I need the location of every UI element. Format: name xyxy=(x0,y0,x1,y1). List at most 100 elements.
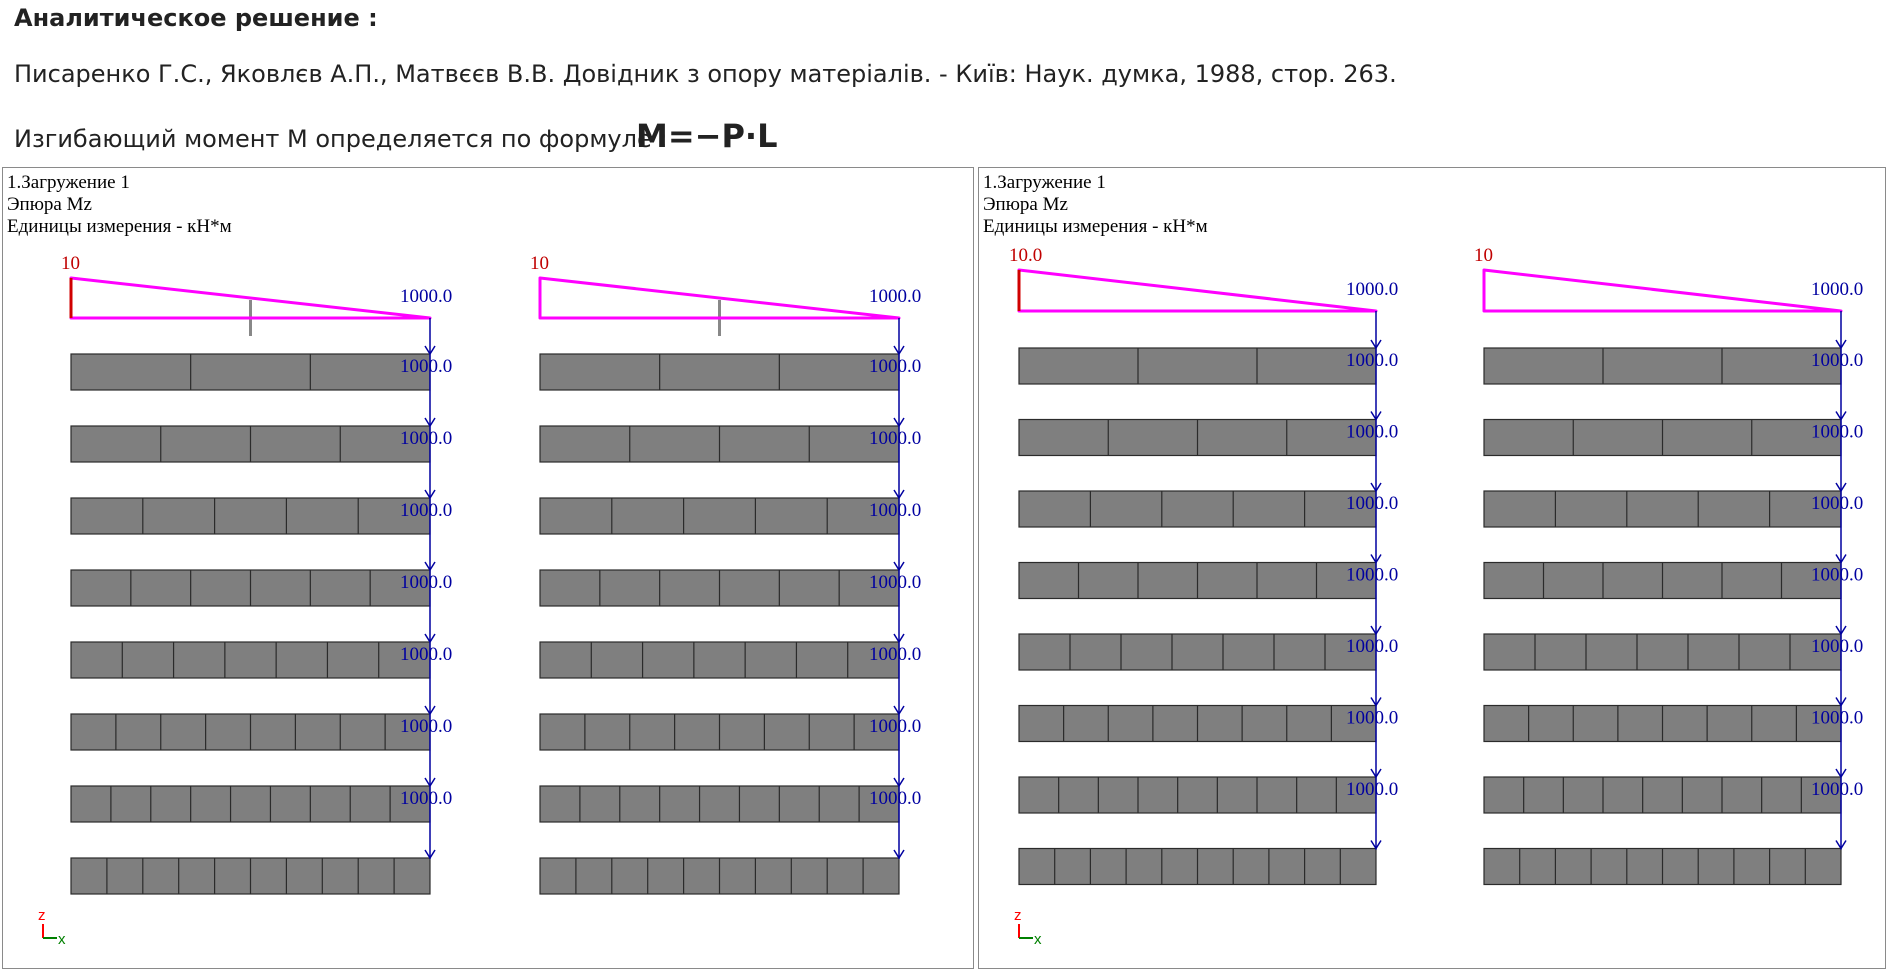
load-value-label: 1000.0 xyxy=(1811,350,1863,371)
load-arrow xyxy=(1370,411,1382,421)
beam-element xyxy=(539,785,900,823)
load-arrow xyxy=(893,489,905,500)
load-value-label: 1000.0 xyxy=(1811,565,1863,586)
epure-start-label: 10 xyxy=(61,253,80,274)
load-arrow xyxy=(893,345,905,356)
load-value-label: 1000.0 xyxy=(400,716,452,737)
load-arrow xyxy=(424,345,436,356)
epure-end-label: 1000.0 xyxy=(400,286,452,307)
load-arrow xyxy=(893,633,905,644)
reference-text: Писаренко Г.С., Яковлєв А.П., Матвєєв В.… xyxy=(14,60,1397,88)
load-value-label: 1000.0 xyxy=(400,428,452,449)
load-value-label: 1000.0 xyxy=(400,500,452,521)
load-arrow xyxy=(1370,625,1382,636)
load-arrow xyxy=(1370,482,1382,493)
beam-element xyxy=(1483,347,1842,385)
load-arrow xyxy=(1370,697,1382,707)
load-arrow xyxy=(424,417,436,428)
moment-epure xyxy=(538,276,901,320)
load-arrow xyxy=(424,561,436,572)
moment-epure xyxy=(1482,268,1843,313)
load-value-label: 1000.0 xyxy=(869,500,921,521)
load-arrow xyxy=(1835,554,1847,564)
beam-element xyxy=(1483,633,1842,671)
axis-x-label: x xyxy=(58,931,66,948)
epure-end-label: 1000.0 xyxy=(1346,279,1398,300)
formula: M=−P·L xyxy=(636,117,778,155)
load-arrow xyxy=(424,777,436,788)
load-value-label: 1000.0 xyxy=(1346,779,1398,800)
axis-x-label: x xyxy=(1034,931,1042,948)
load-value-label: 1000.0 xyxy=(1346,565,1398,586)
load-arrow xyxy=(1370,840,1382,850)
load-value-label: 1000.0 xyxy=(1346,708,1398,729)
beam-element xyxy=(70,353,431,391)
load-value-label: 1000.0 xyxy=(1346,493,1398,514)
load-arrow xyxy=(1835,697,1847,707)
beam-element xyxy=(539,353,900,391)
load-arrow xyxy=(424,849,436,860)
beam-element xyxy=(1018,776,1377,814)
beam-element xyxy=(1018,490,1377,528)
load-value-label: 1000.0 xyxy=(1811,779,1863,800)
load-case-label: 1.Загружение 1 xyxy=(7,172,130,193)
load-case-label: 1.Загружение 1 xyxy=(983,172,1106,193)
load-arrow xyxy=(1370,339,1382,350)
load-value-label: 1000.0 xyxy=(1811,708,1863,729)
section-title: Аналитическое решение : xyxy=(14,4,378,32)
units-label: Единицы измерения - кН*м xyxy=(7,216,232,237)
load-arrow xyxy=(1835,625,1847,636)
load-arrow xyxy=(1835,768,1847,779)
formula-description: Изгибающий момент М определяется по форм… xyxy=(14,125,668,153)
load-arrow xyxy=(1370,768,1382,779)
beam-element xyxy=(70,641,431,679)
beam-element xyxy=(70,497,431,535)
load-value-label: 1000.0 xyxy=(869,716,921,737)
load-arrow xyxy=(893,705,905,716)
beam-element xyxy=(70,785,431,823)
load-value-label: 1000.0 xyxy=(869,572,921,593)
load-arrow xyxy=(893,561,905,572)
load-value-label: 1000.0 xyxy=(869,644,921,665)
units-label: Единицы измерения - кН*м xyxy=(983,216,1208,237)
axis-z-label: z xyxy=(1014,907,1022,924)
load-arrow xyxy=(893,777,905,788)
load-arrow xyxy=(1370,554,1382,564)
load-value-label: 1000.0 xyxy=(400,356,452,377)
load-arrow xyxy=(1835,482,1847,493)
beam-element xyxy=(539,497,900,535)
moment-epure xyxy=(1017,268,1378,313)
load-value-label: 1000.0 xyxy=(400,572,452,593)
beam-element xyxy=(1018,633,1377,671)
axis-z-label: z xyxy=(38,907,46,924)
epure-end-label: 1000.0 xyxy=(1811,279,1863,300)
beam-diagram-canvas: 10.0 1000.0 1000.0 1000.0 1000.0 1000.0 1000.0… xyxy=(1009,245,1863,948)
load-value-label: 1000.0 xyxy=(1811,493,1863,514)
beam-element xyxy=(1483,776,1842,814)
diagram-label: Эпюра Mz xyxy=(7,194,92,215)
diagram-label: Эпюра Mz xyxy=(983,194,1068,215)
load-value-label: 1000.0 xyxy=(400,788,452,809)
load-value-label: 1000.0 xyxy=(1811,422,1863,443)
load-value-label: 1000.0 xyxy=(869,788,921,809)
load-arrow xyxy=(1835,411,1847,421)
beam-element xyxy=(1018,347,1377,385)
load-value-label: 1000.0 xyxy=(1346,350,1398,371)
epure-end-label: 1000.0 xyxy=(869,286,921,307)
load-value-label: 1000.0 xyxy=(1346,636,1398,657)
beam-element xyxy=(1483,490,1842,528)
beam-diagram-canvas: 10 1000.0 1000.0 1000.0 1000.0 1000.0 1000.0 10… xyxy=(38,253,921,948)
epure-start-label: 10.0 xyxy=(1009,245,1042,266)
result-panel-left: 1.Загружение 1 Эпюра Mz Единицы измерени… xyxy=(2,167,974,969)
load-value-label: 1000.0 xyxy=(1346,422,1398,443)
beam-element xyxy=(539,641,900,679)
load-arrow xyxy=(893,849,905,860)
load-arrow xyxy=(1835,840,1847,850)
result-panel-right: 1.Загружение 1 Эпюра Mz Единицы измерени… xyxy=(978,167,1886,969)
document-header: Аналитическое решение : Писаренко Г.С., … xyxy=(0,0,1886,170)
load-value-label: 1000.0 xyxy=(400,644,452,665)
panel-info: 1.Загружение 1 Эпюра Mz Единицы измерени… xyxy=(983,172,1208,238)
epure-start-label: 10 xyxy=(530,253,549,274)
load-arrow xyxy=(893,417,905,428)
load-value-label: 1000.0 xyxy=(869,356,921,377)
